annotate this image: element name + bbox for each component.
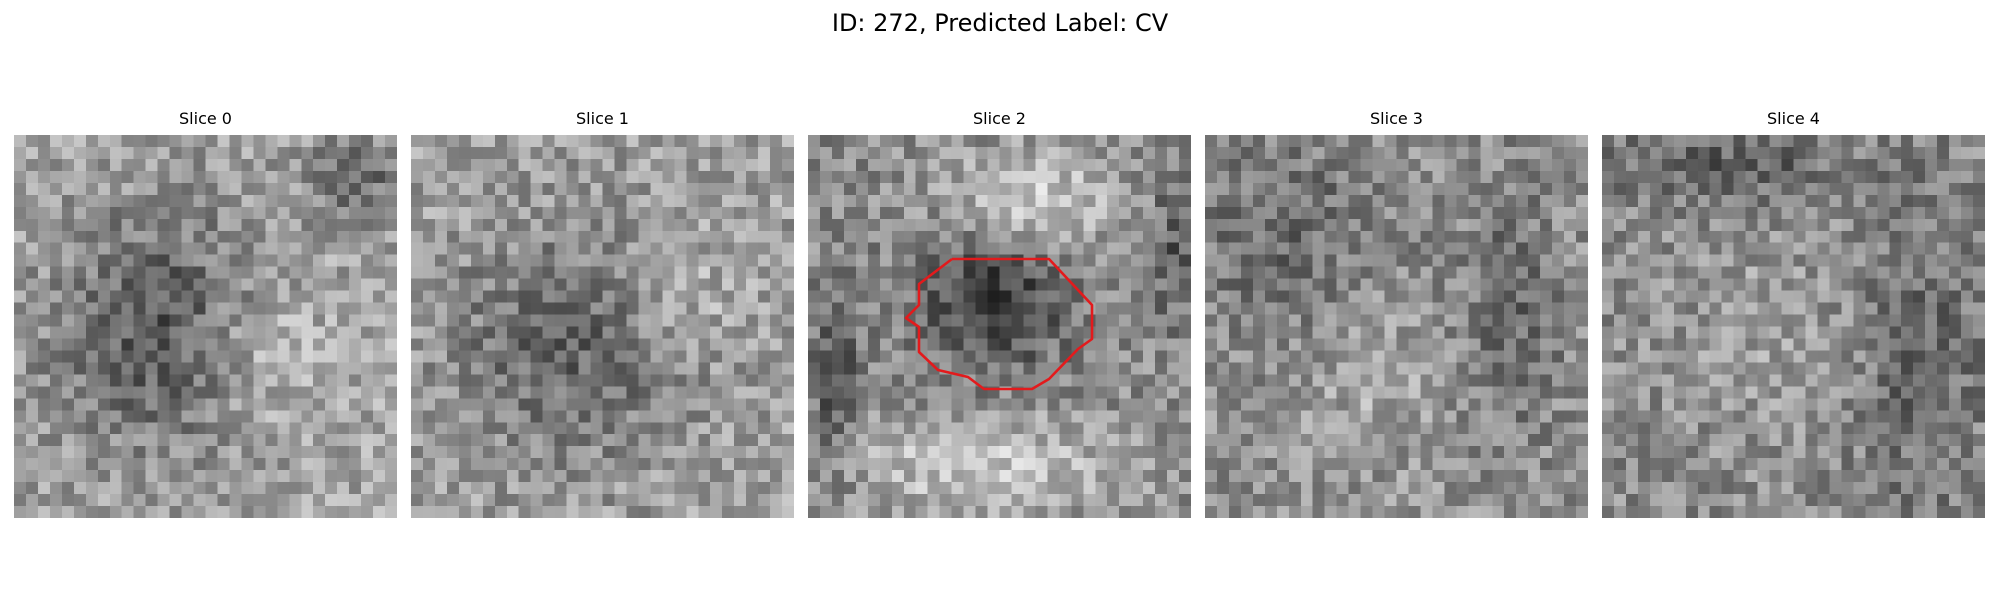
slice-image-4 bbox=[1602, 135, 1985, 518]
figure-title: ID: 272, Predicted Label: CV bbox=[831, 9, 1169, 37]
slice-title-2: Slice 2 bbox=[973, 109, 1026, 128]
slice-title-4: Slice 4 bbox=[1767, 109, 1820, 128]
slice-title-1: Slice 1 bbox=[576, 109, 629, 128]
slice-panel-1: Slice 1 bbox=[411, 108, 794, 518]
slice-image-2 bbox=[808, 135, 1191, 518]
slice-image-0 bbox=[14, 135, 397, 518]
slice-title-3: Slice 3 bbox=[1370, 109, 1423, 128]
slice-panel-0: Slice 0 bbox=[14, 108, 397, 518]
slice-title-0: Slice 0 bbox=[179, 109, 232, 128]
slice-panel-2: Slice 2 bbox=[808, 108, 1191, 518]
slice-image-3 bbox=[1205, 135, 1588, 518]
slice-panel-4: Slice 4 bbox=[1602, 108, 1985, 518]
slice-image-1 bbox=[411, 135, 794, 518]
slice-panel-3: Slice 3 bbox=[1205, 108, 1588, 518]
slice-panels: Slice 0 Slice 1 Slice 2 Slice 3 Slice 4 bbox=[14, 108, 1986, 518]
